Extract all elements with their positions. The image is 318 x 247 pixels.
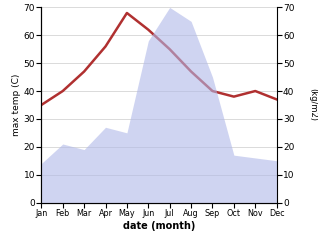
Y-axis label: max temp (C): max temp (C) [12, 74, 21, 136]
X-axis label: date (month): date (month) [123, 221, 195, 230]
Y-axis label: med. precipitation
(kg/m2): med. precipitation (kg/m2) [308, 66, 318, 144]
